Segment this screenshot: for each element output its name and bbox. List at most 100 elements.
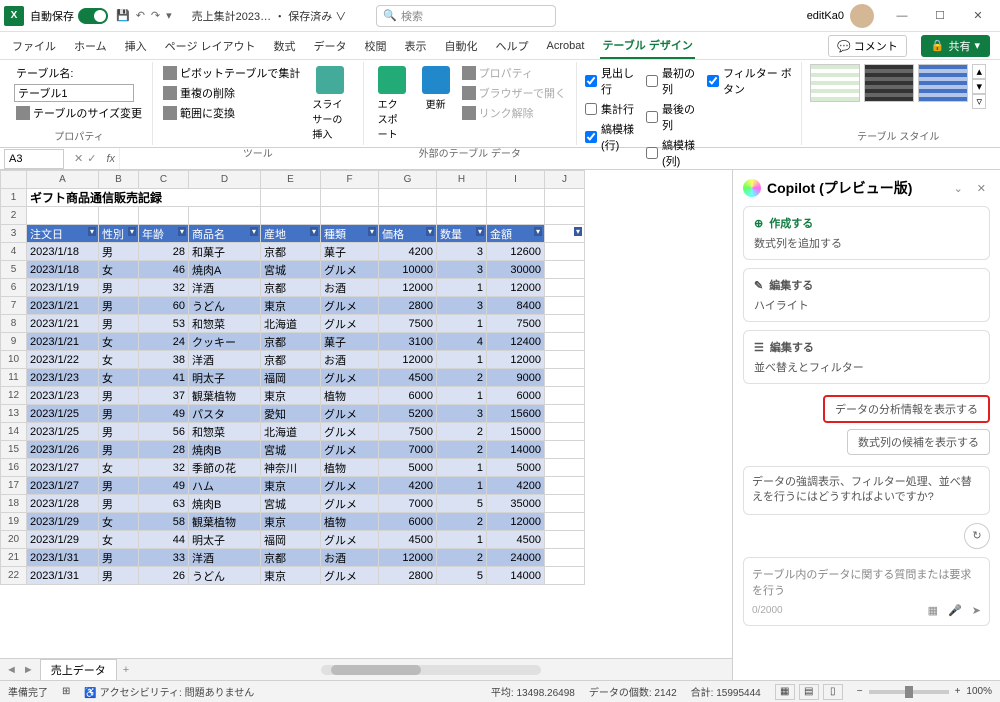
remove-duplicates-button[interactable]: 重複の削除 [161,84,302,102]
table-cell[interactable]: 7000 [379,441,437,459]
minimize-button[interactable]: — [884,2,920,30]
qat-dropdown-icon[interactable]: ▾ [166,9,172,22]
row-header[interactable]: 9 [1,333,27,351]
table-cell[interactable]: 5 [437,567,487,585]
table-cell[interactable]: 東京 [261,297,321,315]
table-cell[interactable]: 2800 [379,567,437,585]
table-cell[interactable]: 男 [99,405,139,423]
table-cell[interactable]: 男 [99,387,139,405]
table-cell[interactable]: 2800 [379,297,437,315]
table-cell[interactable]: 58 [139,513,189,531]
table-cell[interactable]: 2 [437,441,487,459]
table-cell[interactable]: 1 [437,315,487,333]
table-cell[interactable]: 男 [99,477,139,495]
column-header[interactable]: D [189,171,261,189]
table-cell[interactable]: 2023/1/31 [27,549,99,567]
table-cell[interactable]: 4500 [379,531,437,549]
table-cell[interactable]: 2023/1/27 [27,459,99,477]
table-cell[interactable]: 7500 [487,315,545,333]
enter-formula-icon[interactable]: ✓ [87,152,96,165]
total-row-checkbox[interactable]: 集計行 [585,100,642,118]
suggestion-formula-columns[interactable]: 数式列の候補を表示する [847,429,990,455]
table-cell[interactable]: 12000 [487,279,545,297]
row-header[interactable]: 17 [1,477,27,495]
table-cell[interactable]: 女 [99,531,139,549]
page-layout-button[interactable]: ▤ [799,684,819,700]
table-cell[interactable]: 北海道 [261,423,321,441]
ribbon-tab[interactable]: データ [312,34,349,58]
table-cell[interactable]: クッキー [189,333,261,351]
share-button[interactable]: 🔒 共有 ▾ [921,35,990,57]
ribbon-tab[interactable]: ヘルプ [494,34,531,58]
table-cell[interactable]: 2023/1/27 [27,477,99,495]
sheet-nav-next[interactable]: ► [23,664,34,676]
table-cell[interactable]: 洋酒 [189,279,261,297]
row-header[interactable]: 16 [1,459,27,477]
table-cell[interactable]: 1 [437,387,487,405]
row-header[interactable]: 21 [1,549,27,567]
table-name-input[interactable] [14,84,134,102]
row-header[interactable]: 1 [1,189,27,207]
table-cell[interactable]: 1 [437,477,487,495]
column-header[interactable]: B [99,171,139,189]
table-cell[interactable]: 12000 [379,279,437,297]
cancel-formula-icon[interactable]: ✕ [74,152,83,165]
grid[interactable]: ABCDEFGHIJ1ギフト商品通信販売記録23注文日性別年齢商品名産地種類価格… [0,170,732,658]
table-cell[interactable]: 35000 [487,495,545,513]
table-header-cell[interactable]: 種類 [321,225,379,243]
fx-icon[interactable]: fx [102,153,119,165]
table-cell[interactable]: 2023/1/25 [27,423,99,441]
table-cell[interactable]: 12000 [487,513,545,531]
table-cell[interactable]: 6000 [379,387,437,405]
resize-table-button[interactable]: テーブルのサイズ変更 [14,104,144,122]
convert-range-button[interactable]: 範囲に変換 [161,104,302,122]
filename[interactable]: 売上集計2023… ・ 保存済み ∨ [192,8,347,24]
table-cell[interactable]: 10000 [379,261,437,279]
table-cell[interactable]: 宮城 [261,441,321,459]
column-header[interactable]: H [437,171,487,189]
table-cell[interactable]: グルメ [321,567,379,585]
table-cell[interactable]: 2023/1/19 [27,279,99,297]
comments-button[interactable]: 💬 コメント [828,35,907,57]
table-cell[interactable]: 女 [99,333,139,351]
table-cell[interactable]: 63 [139,495,189,513]
table-cell[interactable]: 男 [99,549,139,567]
sheet-tab[interactable]: 売上データ [40,659,117,680]
table-cell[interactable]: 東京 [261,567,321,585]
table-cell[interactable]: 東京 [261,513,321,531]
formula-input[interactable] [119,148,1000,169]
table-cell[interactable]: 愛知 [261,405,321,423]
autosave-toggle[interactable]: 自動保存 [30,8,108,24]
table-cell[interactable]: 12000 [487,351,545,369]
table-cell[interactable]: ハム [189,477,261,495]
redo-icon[interactable]: ↷ [151,9,160,22]
page-break-button[interactable]: ▯ [823,684,843,700]
save-icon[interactable]: 💾 [116,9,130,22]
table-cell[interactable]: 植物 [321,459,379,477]
table-cell[interactable]: 洋酒 [189,549,261,567]
table-cell[interactable]: 24 [139,333,189,351]
table-cell[interactable]: 4500 [487,531,545,549]
pivot-summary-button[interactable]: ピボットテーブルで集計 [161,64,302,82]
title-cell[interactable]: ギフト商品通信販売記録 [27,189,261,207]
accessibility-status[interactable]: ♿ アクセシビリティ: 問題ありません [84,684,254,699]
row-header[interactable]: 7 [1,297,27,315]
table-cell[interactable]: 観葉植物 [189,387,261,405]
table-cell[interactable]: 15600 [487,405,545,423]
table-cell[interactable]: うどん [189,567,261,585]
table-cell[interactable]: 4500 [379,369,437,387]
table-cell[interactable]: 明太子 [189,369,261,387]
column-header[interactable]: F [321,171,379,189]
table-cell[interactable]: 3 [437,405,487,423]
table-cell[interactable]: 焼肉A [189,261,261,279]
ribbon-tab[interactable]: 表示 [403,34,429,58]
table-cell[interactable]: 12000 [379,549,437,567]
copilot-close-icon[interactable]: ✕ [973,182,990,195]
user-account[interactable]: editKa0 [807,4,874,28]
column-header[interactable]: A [27,171,99,189]
table-cell[interactable]: グルメ [321,315,379,333]
row-header[interactable]: 8 [1,315,27,333]
sheet-nav-prev[interactable]: ◄ [6,664,17,676]
table-header-cell[interactable]: 性別 [99,225,139,243]
table-cell[interactable]: 4200 [487,477,545,495]
